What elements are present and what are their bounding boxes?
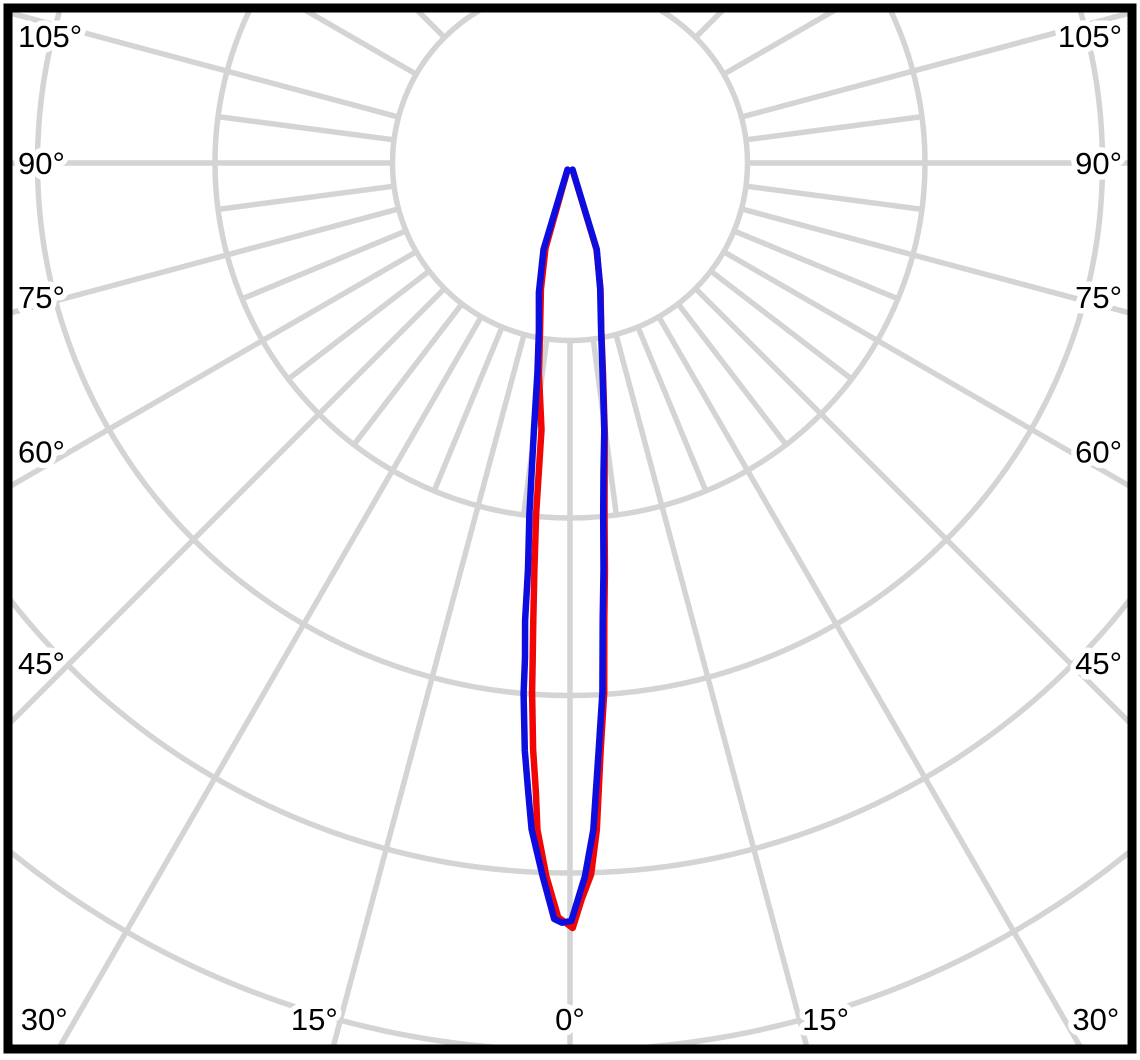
grid-spoke-major — [740, 206, 1128, 316]
grid-spoke-major — [740, 12, 1128, 120]
grid-spoke-major — [12, 12, 400, 120]
angle-label: 45° — [18, 646, 65, 681]
grid-spoke-minor — [217, 113, 395, 143]
grid-spoke-minor — [217, 183, 395, 213]
grid-spoke-minor — [351, 302, 465, 447]
angle-label: 15° — [291, 1002, 338, 1037]
grid-spoke-major — [12, 286, 447, 725]
grid-spoke-minor — [286, 268, 431, 382]
grid-spoke-minor — [745, 113, 923, 143]
angle-label: 60° — [1075, 435, 1122, 470]
grid-spoke-major — [12, 206, 400, 316]
angle-label: 90° — [1075, 146, 1122, 181]
angle-label: 105° — [1058, 19, 1122, 54]
grid-spoke-minor — [635, 325, 709, 493]
angle-label: 60° — [18, 435, 65, 470]
angle-label: 90° — [18, 146, 65, 181]
angle-label: 30° — [21, 1002, 68, 1037]
angle-label: 0° — [555, 1002, 585, 1037]
grid-spoke-minor — [240, 228, 408, 302]
grid-spoke-major — [656, 315, 1083, 1045]
angle-labels: 105° 105° 90° 90° 75° 75° 60° 60° 45° 45° 30° 15° 0°… — [13, 14, 1128, 1043]
grid-spoke-minor — [709, 268, 854, 382]
plot-border — [3, 3, 1137, 1054]
angle-label: 75° — [18, 280, 65, 315]
grid-spoke-major — [330, 333, 527, 1045]
grid-spoke-major — [12, 249, 418, 489]
angle-label: 30° — [1072, 1002, 1119, 1037]
angle-label: 45° — [1075, 646, 1122, 681]
grid-spoke-minor — [675, 302, 789, 447]
angle-label: 75° — [1075, 280, 1122, 315]
grid-spoke-major — [722, 249, 1128, 489]
grid-spoke-major — [693, 286, 1128, 725]
grid-spoke-major — [57, 315, 484, 1045]
grid-spoke-minor — [732, 228, 900, 302]
grid-spoke-minor — [431, 325, 505, 493]
angle-label: 105° — [18, 19, 82, 54]
grid-spoke-major — [613, 333, 810, 1045]
grid-spoke-minor — [745, 183, 923, 213]
blue-curve — [520, 166, 608, 926]
angle-label: 15° — [802, 1002, 849, 1037]
